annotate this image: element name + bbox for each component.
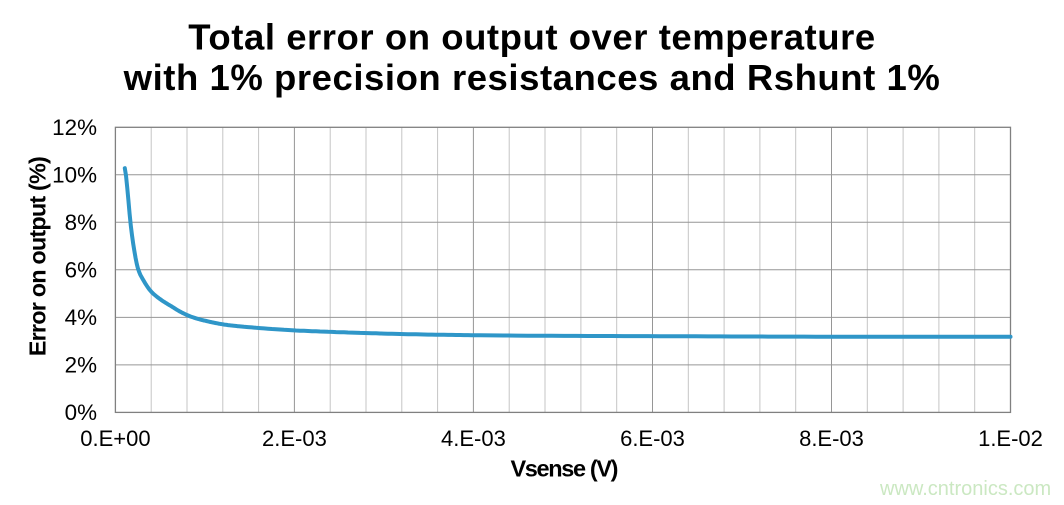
svg-text:2%: 2%	[65, 353, 97, 378]
svg-text:1.E-02: 1.E-02	[978, 426, 1043, 451]
svg-text:8.E-03: 8.E-03	[799, 426, 864, 451]
svg-text:10%: 10%	[52, 163, 97, 188]
svg-text:2.E-03: 2.E-03	[262, 426, 327, 451]
svg-text:6%: 6%	[65, 258, 97, 283]
svg-text:0.E+00: 0.E+00	[80, 426, 150, 451]
svg-text:4.E-03: 4.E-03	[441, 426, 506, 451]
svg-text:0%: 0%	[65, 400, 97, 425]
svg-text:12%: 12%	[52, 115, 97, 140]
svg-text:www.cntronics.com: www.cntronics.com	[879, 478, 1051, 500]
svg-text:Vsense (V): Vsense (V)	[510, 456, 617, 482]
svg-text:Total error on output over tem: Total error on output over temperature	[188, 17, 875, 58]
svg-text:4%: 4%	[65, 305, 97, 330]
svg-text:with 1% precision resistances: with 1% precision resistances and Rshunt…	[123, 57, 941, 98]
svg-text:Error on output (%): Error on output (%)	[25, 157, 51, 356]
svg-text:6.E-03: 6.E-03	[620, 426, 685, 451]
svg-text:8%: 8%	[65, 210, 97, 235]
